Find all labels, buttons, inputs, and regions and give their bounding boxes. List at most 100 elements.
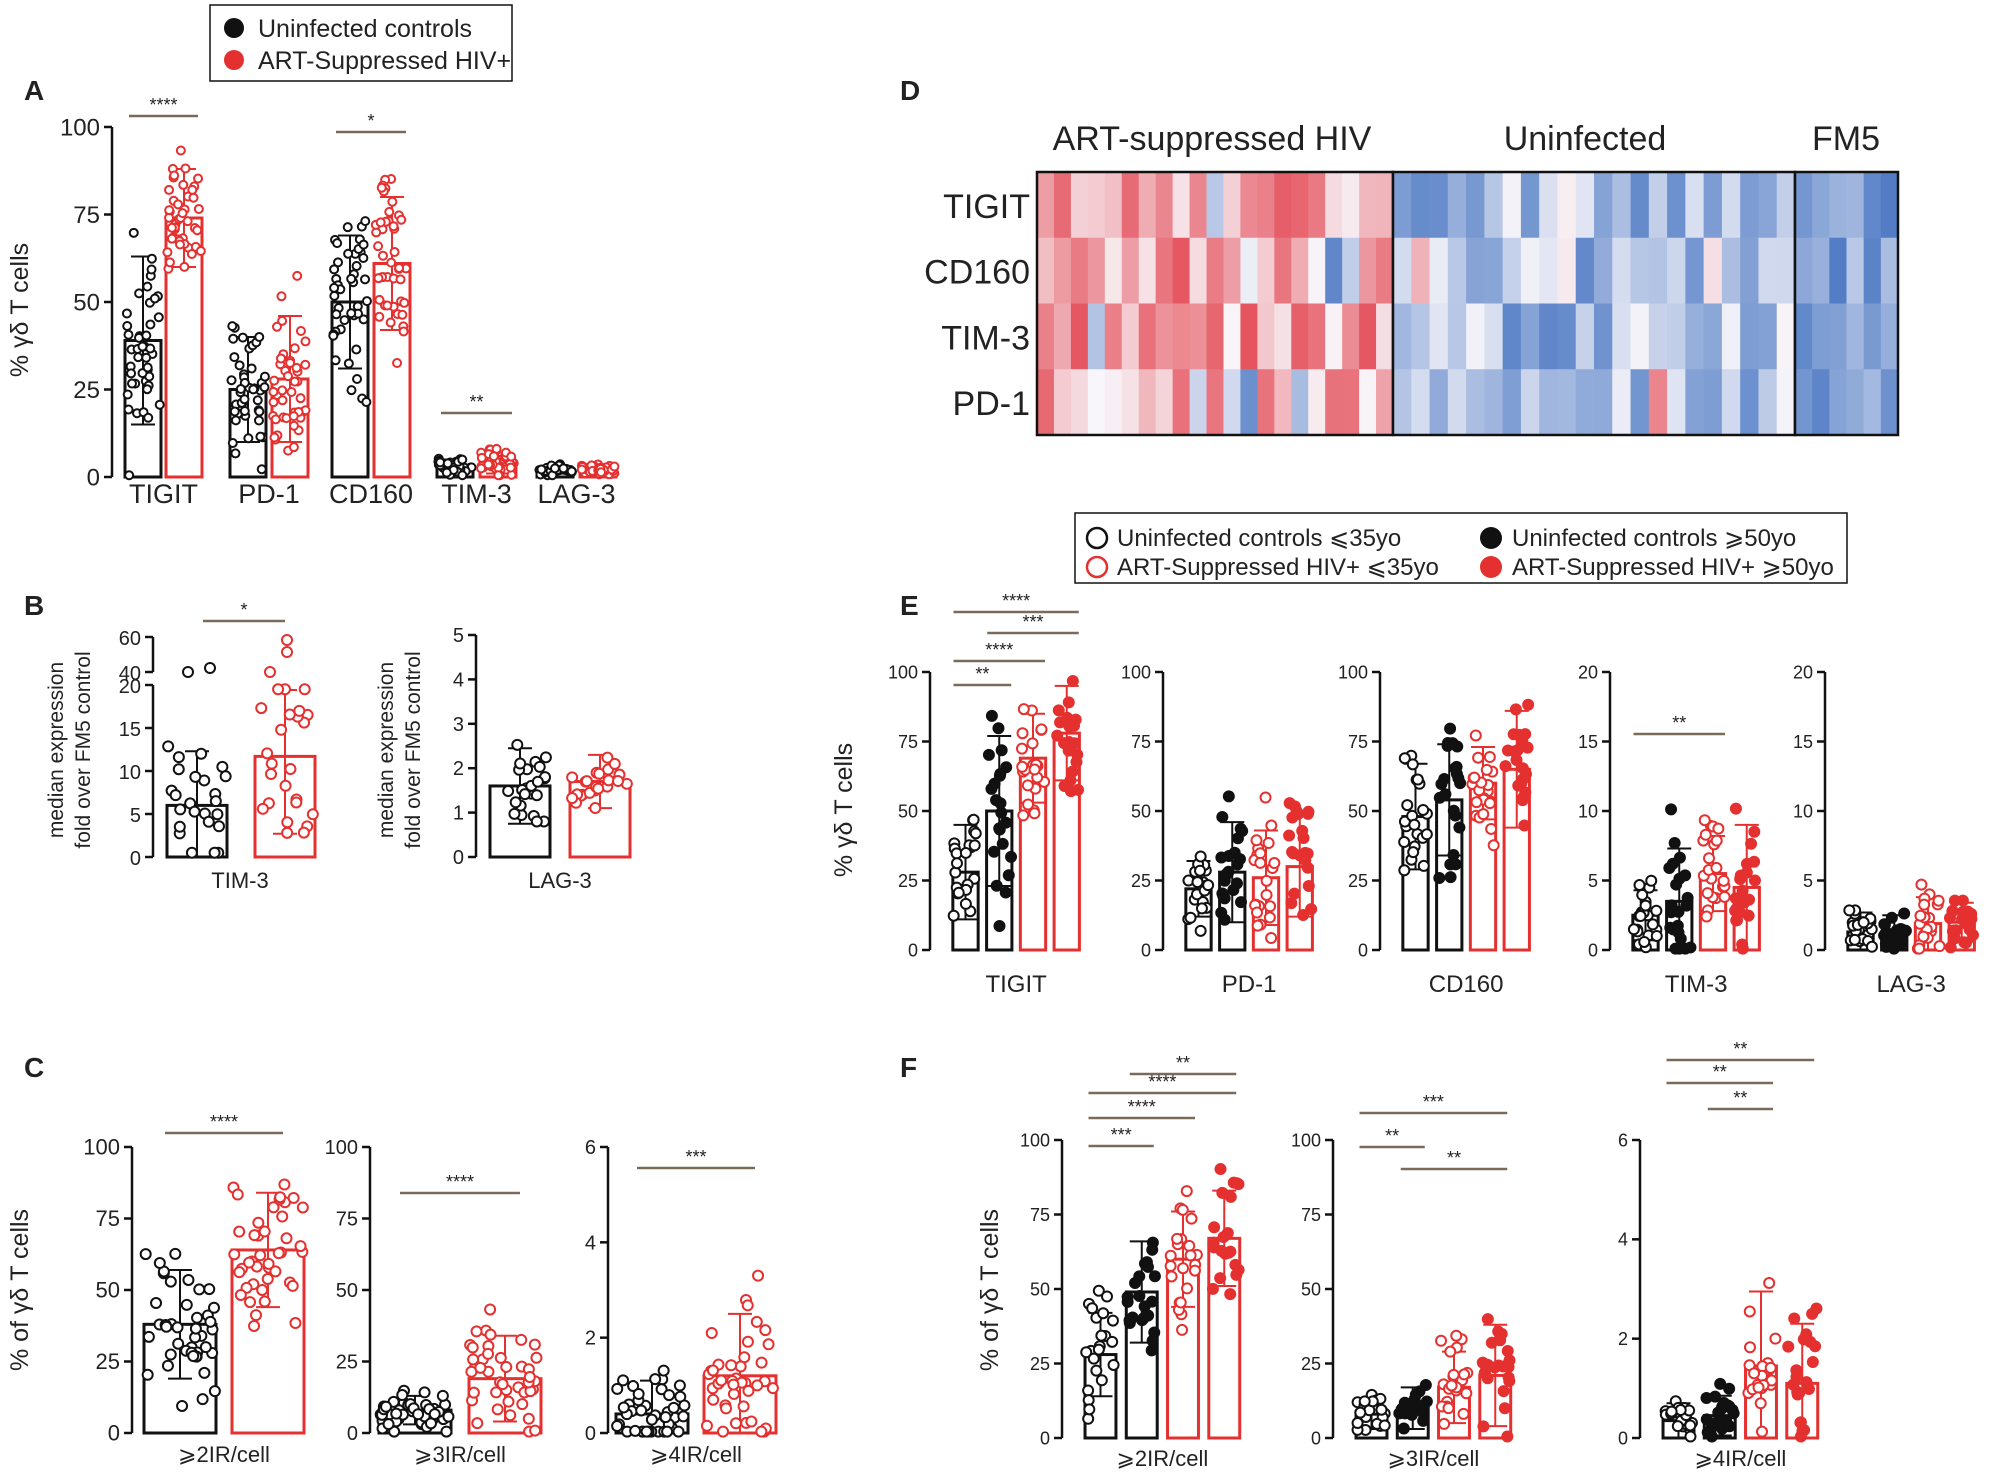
heatmap-cell [1104, 303, 1123, 370]
data-point [185, 846, 198, 859]
heatmap-cell [1274, 369, 1292, 436]
data-point [1232, 1263, 1245, 1276]
data-point [611, 1419, 624, 1432]
heatmap-cell [1308, 303, 1326, 370]
data-point [361, 397, 372, 408]
data-point [580, 775, 593, 788]
data-point [294, 1240, 307, 1253]
heatmap-cell [1376, 237, 1394, 305]
data-point [1487, 839, 1500, 852]
heatmap-cell [1308, 237, 1326, 305]
data-point [397, 309, 408, 320]
data-point [993, 920, 1006, 933]
data-point [172, 763, 185, 776]
data-point [244, 1296, 257, 1309]
data-point [1301, 861, 1314, 874]
data-point [1497, 1385, 1510, 1398]
data-point [1946, 904, 1959, 917]
data-point [179, 261, 190, 272]
panel-c3-y-tick-label: 2 [585, 1328, 596, 1350]
data-point [673, 1379, 686, 1392]
data-point [133, 352, 144, 363]
panel-f-1-significance-label: ** [1447, 1148, 1461, 1168]
data-point [566, 771, 579, 784]
heatmap-cell [1880, 369, 1899, 436]
data-point [1636, 888, 1649, 901]
panel-f-0-significance-label: **** [1128, 1097, 1156, 1117]
heatmap-cell [1104, 369, 1123, 436]
data-point [766, 1382, 779, 1395]
data-point [281, 826, 294, 839]
data-point [1435, 1334, 1448, 1347]
data-point [281, 634, 293, 646]
data-point [329, 282, 340, 293]
data-point [1917, 930, 1930, 943]
data-point [145, 343, 156, 354]
data-point [166, 233, 177, 244]
heatmap-cell [1466, 172, 1485, 239]
heatmap-cell [1520, 237, 1540, 305]
data-point [1764, 1361, 1777, 1374]
data-point [1843, 904, 1856, 917]
data-point [518, 788, 531, 801]
heatmap-cell [1070, 237, 1089, 305]
data-point [195, 246, 206, 257]
age-legend-box [1074, 512, 1848, 584]
panel-e-cd160-y-tick-label: 0 [1358, 940, 1368, 960]
data-point [1016, 727, 1029, 740]
heatmap-cell [1087, 369, 1106, 436]
data-point [259, 371, 270, 382]
data-point [1701, 1426, 1714, 1439]
data-point [164, 205, 175, 216]
data-point [281, 816, 294, 829]
panel-letter-C: C [24, 1052, 44, 1083]
data-point [716, 1425, 729, 1438]
heatmap-cell [1846, 172, 1865, 239]
data-point [248, 1319, 261, 1332]
data-point [164, 184, 175, 195]
legend-label-uninfected: Uninfected controls [258, 15, 472, 43]
data-point [608, 757, 621, 770]
heatmap-cell [1795, 303, 1813, 370]
panel-c1-x-label: ⩾2IR/cell [178, 1442, 270, 1467]
heatmap-cell [1429, 172, 1449, 239]
data-point [182, 666, 194, 678]
heatmap-cell [1502, 303, 1522, 370]
panel-a-x-label-LAG-3: LAG-3 [537, 479, 615, 509]
heatmap-cell [1172, 303, 1191, 370]
panel-e-tigit-y-tick-label: 100 [888, 662, 918, 682]
data-point [1305, 903, 1318, 916]
data-point [396, 214, 407, 225]
data-point [1723, 1420, 1736, 1433]
data-point [172, 751, 185, 764]
data-point [256, 802, 269, 815]
heatmap-cell [1172, 172, 1191, 239]
panel-e-tim-3-y-tick-label: 20 [1578, 662, 1598, 682]
data-point [1066, 765, 1079, 778]
panel-e-tigit-significance-label: ** [975, 664, 989, 684]
data-point [1890, 925, 1903, 938]
heatmap-cell [1776, 369, 1796, 436]
data-point [188, 192, 199, 203]
data-point [126, 368, 137, 379]
panel-b1-y-tick-label: 40 [119, 663, 141, 685]
data-point [1082, 1412, 1095, 1425]
data-point [1433, 791, 1446, 804]
data-point [328, 330, 339, 341]
heatmap-cell [1359, 369, 1377, 436]
heatmap-cell [1429, 369, 1449, 436]
data-point [174, 803, 187, 816]
data-point [272, 1247, 285, 1260]
heatmap-cell [1257, 172, 1275, 239]
heatmap-cell [1740, 172, 1760, 239]
data-point [1913, 942, 1926, 955]
data-point [1194, 864, 1207, 877]
heatmap-cell [1520, 369, 1540, 436]
data-point [1712, 822, 1725, 835]
heatmap-cell [1829, 303, 1848, 370]
data-point [386, 257, 397, 268]
heatmap-cell [1612, 369, 1632, 436]
age-legend-label-1: Uninfected controls ⩾50yo [1512, 525, 1796, 552]
data-point [482, 1347, 495, 1360]
legend-box [209, 4, 513, 82]
